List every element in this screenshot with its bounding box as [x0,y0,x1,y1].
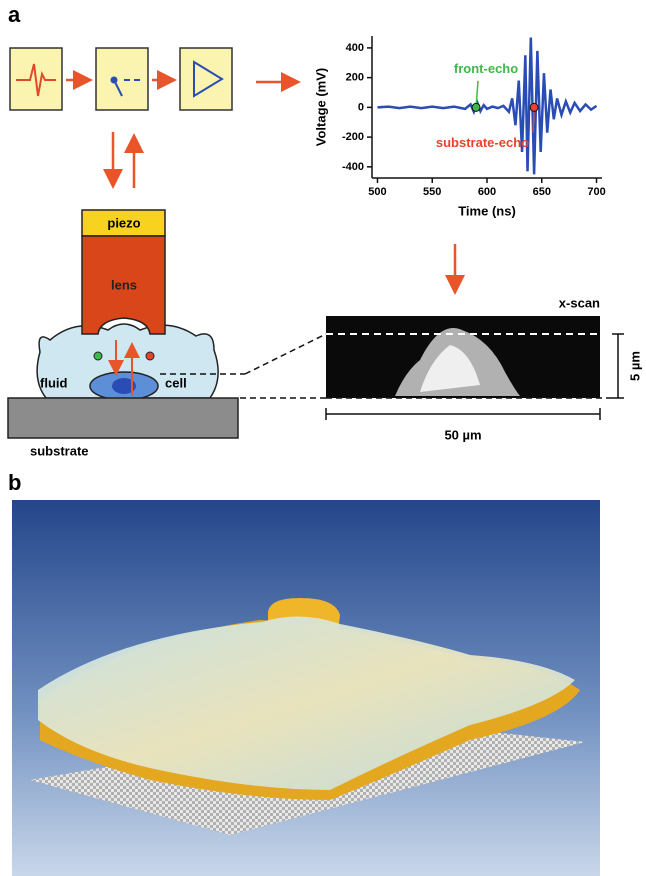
page: a b piezo lens fluid cell substrate [0,0,646,876]
figure: a b piezo lens fluid cell substrate [0,0,646,876]
annotation: substrate-echo [436,135,529,150]
x-axis-label: Time (ns) [458,203,516,218]
switch-box [96,48,148,110]
echo-marker [530,103,538,111]
substrate-echo-dot [146,352,154,360]
label: x-scan [559,295,600,310]
scale-label: 5 µm [627,351,642,381]
y-tick-label: 400 [346,42,364,54]
x-tick-label: 650 [533,186,551,198]
x-tick-label: 500 [368,186,386,198]
label: fluid [40,375,67,390]
y-axis-label: Voltage (mV) [313,68,328,147]
echo-marker [472,103,480,111]
annotation: front-echo [454,61,518,76]
label: lens [111,277,137,292]
scale-label: 50 µm [444,427,481,442]
scale-bar [326,408,600,420]
x-tick-label: 550 [423,186,441,198]
y-tick-label: 0 [358,101,364,113]
x-tick-label: 600 [478,186,496,198]
signal-chain [10,48,232,110]
amplifier-box [180,48,232,110]
panel-label: a [8,2,21,27]
y-tick-label: 200 [346,72,364,84]
scale-bar [612,334,624,398]
label: substrate [30,443,89,458]
substrate [8,398,238,438]
y-tick-label: -200 [342,131,364,143]
guide-line [245,334,326,374]
series-line [377,37,596,174]
label: piezo [107,215,140,230]
front-echo-dot [94,352,102,360]
panel-label: b [8,470,21,495]
y-tick-label: -400 [342,161,364,173]
label: cell [165,375,187,390]
x-tick-label: 700 [587,186,605,198]
